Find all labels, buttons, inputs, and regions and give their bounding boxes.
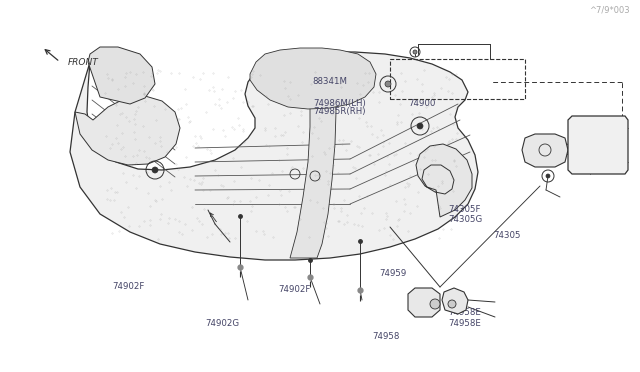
Bar xyxy=(390,59,525,99)
Polygon shape xyxy=(88,47,155,104)
Polygon shape xyxy=(522,134,568,167)
Polygon shape xyxy=(568,116,628,174)
Text: 74902G: 74902G xyxy=(205,319,239,328)
Polygon shape xyxy=(75,96,180,165)
Text: 74900: 74900 xyxy=(408,99,436,108)
Text: 74902F: 74902F xyxy=(278,285,311,294)
Polygon shape xyxy=(290,52,336,258)
Text: 88341M: 88341M xyxy=(312,77,348,86)
Text: 74958: 74958 xyxy=(372,332,400,341)
Polygon shape xyxy=(408,288,440,317)
Text: 74958E: 74958E xyxy=(448,319,481,328)
Text: 74305: 74305 xyxy=(493,231,520,240)
Circle shape xyxy=(417,123,423,129)
Circle shape xyxy=(152,167,158,173)
Text: 74305F: 74305F xyxy=(448,205,481,214)
Circle shape xyxy=(385,81,391,87)
Text: ^7/9*003: ^7/9*003 xyxy=(589,5,630,14)
Polygon shape xyxy=(442,288,468,314)
Circle shape xyxy=(430,299,440,309)
Text: 74986M(LH): 74986M(LH) xyxy=(314,99,366,108)
Circle shape xyxy=(413,50,417,54)
Text: 74958E: 74958E xyxy=(448,308,481,317)
Circle shape xyxy=(546,174,550,178)
Text: 74902F: 74902F xyxy=(112,282,145,291)
Text: FRONT: FRONT xyxy=(68,58,99,67)
Text: 74959: 74959 xyxy=(379,269,406,278)
Polygon shape xyxy=(70,52,478,260)
Circle shape xyxy=(448,300,456,308)
Polygon shape xyxy=(250,48,376,109)
Text: 74985R(RH): 74985R(RH) xyxy=(314,107,366,116)
Polygon shape xyxy=(416,144,472,217)
Text: 74305G: 74305G xyxy=(448,215,483,224)
